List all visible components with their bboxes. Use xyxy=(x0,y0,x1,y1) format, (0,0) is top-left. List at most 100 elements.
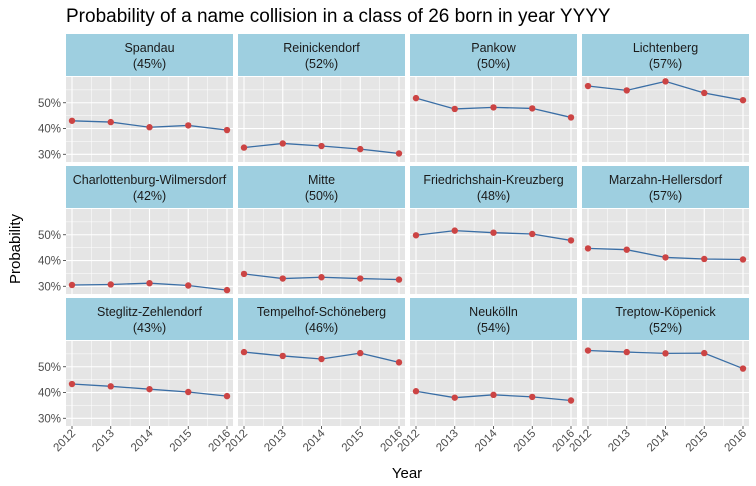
facet-percent: (52%) xyxy=(305,57,338,71)
data-point xyxy=(223,126,231,134)
data-point xyxy=(279,352,286,360)
data-point xyxy=(529,393,536,401)
y-tick-label: 30% xyxy=(38,149,61,161)
data-point xyxy=(146,385,153,393)
facet-strip xyxy=(238,166,405,208)
data-point xyxy=(739,96,747,104)
facet-percent: (54%) xyxy=(477,321,510,335)
data-point xyxy=(529,230,536,238)
facet-label: Pankow xyxy=(471,41,516,55)
facet-strip xyxy=(582,298,749,340)
x-axis-title: Year xyxy=(392,465,422,482)
x-tick-label: 2015 xyxy=(340,428,367,455)
facet-label: Lichtenberg xyxy=(633,41,698,55)
y-tick-label: 40% xyxy=(38,256,61,268)
facet-percent: (48%) xyxy=(477,189,510,203)
data-point xyxy=(107,118,114,126)
data-point xyxy=(146,279,153,287)
data-point xyxy=(529,105,536,112)
data-point xyxy=(107,383,114,390)
data-point xyxy=(318,355,325,363)
data-point xyxy=(412,388,420,395)
y-tick-label: 40% xyxy=(38,388,61,400)
facet-tempelhof-sch-neberg: Tempelhof-Schöneberg (46%) xyxy=(238,298,405,426)
data-point xyxy=(701,255,708,263)
data-point xyxy=(701,349,708,357)
y-tick-label: 50% xyxy=(38,98,61,110)
data-point xyxy=(146,124,153,131)
facet-percent: (45%) xyxy=(133,57,166,71)
chart-title: Probability of a name collision in a cla… xyxy=(66,6,611,27)
facet-neuk-lln: Neukölln (54%) xyxy=(410,298,577,426)
data-point xyxy=(68,281,76,289)
facet-label: Treptow-Köpenick xyxy=(615,305,716,319)
data-point xyxy=(185,282,192,289)
data-point xyxy=(240,348,248,356)
facet-label: Tempelhof-Schöneberg xyxy=(257,305,386,319)
data-point xyxy=(412,94,420,102)
facet-label: Friedrichshain-Kreuzberg xyxy=(423,173,563,187)
facet-strip xyxy=(410,166,577,208)
facet-label: Marzahn-Hellersdorf xyxy=(609,173,723,187)
facet-mitte: Mitte (50%) xyxy=(238,166,405,294)
data-point xyxy=(223,392,231,400)
data-point xyxy=(185,122,192,129)
data-point xyxy=(395,276,403,283)
data-point xyxy=(68,380,76,388)
data-point xyxy=(739,365,747,372)
data-point xyxy=(185,388,192,396)
data-point xyxy=(662,78,669,85)
x-tick-label: 2012 xyxy=(52,428,79,455)
x-tick-label: 2013 xyxy=(434,428,461,455)
facet-reinickendorf: Reinickendorf (52%) xyxy=(238,34,405,162)
data-point xyxy=(490,104,497,111)
data-point xyxy=(662,350,669,357)
data-point xyxy=(279,275,286,282)
data-point xyxy=(357,349,364,357)
data-point xyxy=(451,394,458,401)
facet-label: Steglitz-Zehlendorf xyxy=(97,305,202,319)
data-point xyxy=(584,82,592,90)
data-point xyxy=(567,397,575,404)
facet-percent: (57%) xyxy=(649,189,682,203)
x-tick-label: 2015 xyxy=(512,428,539,455)
facet-percent: (42%) xyxy=(133,189,166,203)
facet-steglitz-zehlendorf: Steglitz-Zehlendorf (43%) xyxy=(66,298,233,426)
data-point xyxy=(107,281,114,288)
facet-label: Reinickendorf xyxy=(283,41,360,55)
data-point xyxy=(567,114,575,121)
data-point xyxy=(739,256,747,263)
data-point xyxy=(623,87,630,94)
x-tick-label: 2013 xyxy=(90,428,117,455)
data-point xyxy=(412,232,420,239)
data-point xyxy=(490,391,497,399)
facet-label: Charlottenburg-Wilmersdorf xyxy=(73,173,227,187)
data-point xyxy=(318,274,325,281)
facet-label: Spandau xyxy=(124,41,174,55)
data-point xyxy=(68,117,76,124)
data-point xyxy=(395,150,403,157)
data-point xyxy=(279,140,286,147)
x-tick-label: 2015 xyxy=(684,428,711,455)
x-tick-label: 2013 xyxy=(262,428,289,455)
facet-percent: (50%) xyxy=(477,57,510,71)
facet-percent: (57%) xyxy=(649,57,682,71)
facet-percent: (46%) xyxy=(305,321,338,335)
y-tick-label: 30% xyxy=(38,413,61,425)
data-point xyxy=(584,347,592,354)
facet-percent: (50%) xyxy=(305,189,338,203)
y-tick-label: 30% xyxy=(38,281,61,293)
facet-strip xyxy=(582,166,749,208)
x-tick-label: 2015 xyxy=(168,428,195,455)
facet-strip xyxy=(410,34,577,76)
data-point xyxy=(395,359,403,366)
facet-strip xyxy=(66,298,233,340)
y-tick-label: 40% xyxy=(38,124,61,136)
data-point xyxy=(318,142,325,150)
facet-strip xyxy=(66,34,233,76)
data-point xyxy=(662,254,669,261)
data-point xyxy=(357,145,364,153)
x-tick-label: 2016 xyxy=(723,428,750,455)
